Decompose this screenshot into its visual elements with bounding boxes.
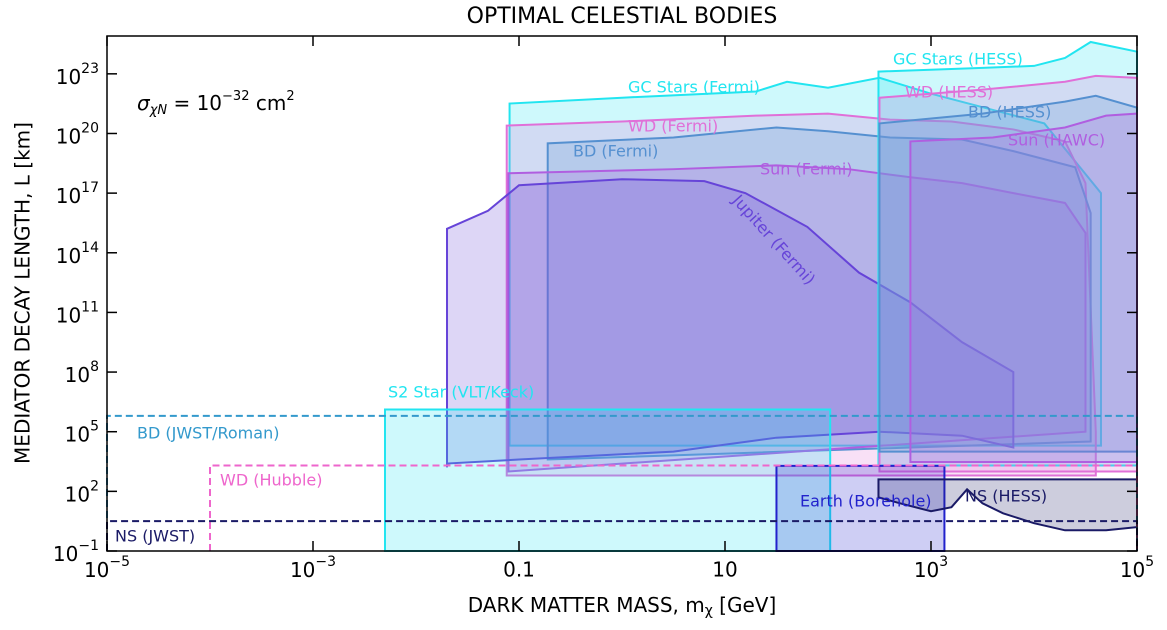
annotation-subscript: χN	[149, 103, 168, 118]
tick-exponent: 5	[90, 419, 99, 435]
tick-base: 10	[56, 303, 81, 327]
region	[505, 112, 1097, 477]
region-label: GC Stars (Fermi)	[628, 78, 760, 97]
region	[878, 74, 1138, 473]
limit-label: BD (JWST/Roman)	[137, 424, 279, 443]
annotation-text: = 10	[167, 91, 222, 115]
tick-exponent: 5	[1145, 554, 1154, 570]
tick-exponent: 17	[81, 180, 99, 196]
annotation-unit-exponent: 2	[286, 89, 294, 104]
tick-label: 105	[1120, 554, 1154, 582]
tick-base: 10	[56, 184, 81, 208]
region-label: WD (HESS)	[905, 83, 993, 102]
tick-base: 10	[914, 558, 939, 582]
region-label: NS (HESS)	[965, 487, 1047, 506]
tick-base: 10	[56, 243, 81, 267]
x-label-suffix: [GeV]	[713, 593, 776, 617]
annotation-symbol: σ	[137, 91, 151, 115]
region-label: Sun (HAWC)	[1008, 131, 1105, 150]
tick-exponent: −1	[78, 538, 99, 554]
tick-exponent: 23	[81, 61, 99, 77]
tick-label: 103	[914, 554, 948, 582]
region	[507, 164, 1087, 473]
tick-base: 10	[65, 363, 90, 387]
annotation-unit: cm	[249, 91, 286, 115]
region	[546, 126, 1092, 461]
tick-base: 10	[1120, 558, 1145, 582]
tick-label: 108	[65, 359, 99, 387]
tick-label: 0.1	[503, 558, 535, 582]
tick-exponent: 3	[939, 554, 948, 570]
limit-label: WD (Hubble)	[220, 471, 322, 490]
tick-exponent: 8	[90, 359, 99, 375]
x-axis-label: DARK MATTER MASS, mχ [GeV]	[468, 593, 777, 620]
tick-label: 1020	[56, 120, 99, 148]
tick-base: 10	[53, 542, 78, 566]
region-label: BD (Fermi)	[573, 142, 658, 161]
tick-base: 10	[84, 558, 109, 582]
tick-base: 10	[65, 482, 90, 506]
limit-label: NS (JWST)	[115, 527, 195, 546]
tick-base: 10	[56, 124, 81, 148]
tick-label: 10−3	[290, 554, 336, 582]
tick-exponent: 11	[81, 299, 99, 315]
tick-exponent: −3	[315, 554, 336, 570]
tick-label: 1011	[56, 299, 99, 327]
tick-label: 1023	[56, 61, 99, 89]
tick-label: 1014	[56, 240, 99, 268]
x-label-subscript: χ	[705, 603, 713, 619]
tick-label: 10	[712, 558, 737, 582]
tick-label: 10−1	[53, 538, 99, 566]
tick-exponent: −5	[109, 554, 130, 570]
region-label: GC Stars (HESS)	[893, 50, 1023, 69]
tick-exponent: 20	[81, 120, 99, 136]
region	[909, 112, 1138, 463]
tick-label: 102	[65, 478, 99, 506]
region	[446, 178, 1015, 468]
region-label: Earth (Borehole)	[800, 492, 932, 511]
tick-label: 10−5	[84, 554, 130, 582]
region	[383, 408, 832, 552]
plot-frame	[106, 35, 1138, 552]
tick-label: 1017	[56, 180, 99, 208]
chart-title: OPTIMAL CELESTIAL BODIES	[467, 4, 778, 29]
region	[877, 478, 1138, 532]
region-label: BD (HESS)	[968, 103, 1051, 122]
tick-base: 10	[290, 558, 315, 582]
annotation-exponent: −32	[222, 89, 249, 104]
x-label-text: DARK MATTER MASS, m	[468, 593, 705, 617]
annotation: σχN = 10−32 cm2	[137, 89, 295, 118]
tick-label: 105	[65, 419, 99, 447]
tick-exponent: 2	[90, 478, 99, 494]
y-axis-label: MEDIATOR DECAY LENGTH, L [km]	[11, 122, 35, 464]
region-label: Sun (Fermi)	[760, 160, 853, 179]
region-label: S2 Star (VLT/Keck)	[388, 383, 534, 402]
region	[878, 94, 1138, 453]
tick-base: 10	[65, 422, 90, 446]
tick-base: 10	[56, 64, 81, 88]
tick-exponent: 14	[81, 240, 99, 256]
region-label: WD (Fermi)	[628, 117, 718, 136]
